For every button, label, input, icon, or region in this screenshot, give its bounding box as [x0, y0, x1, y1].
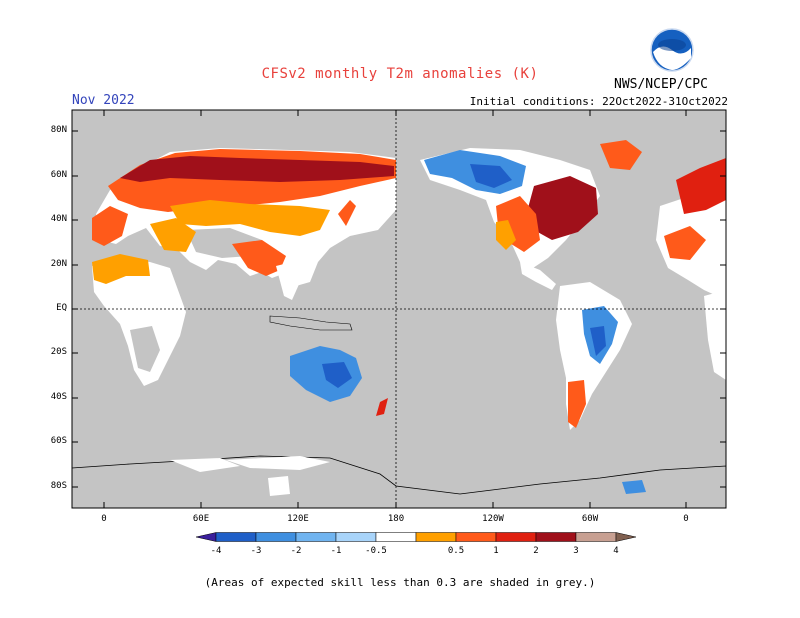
central-asia-warm — [170, 200, 330, 236]
colorbar-label: 2 — [533, 546, 539, 556]
usa-orange — [496, 220, 516, 250]
colorbar-label: 3 — [573, 546, 579, 556]
colorbar-label: -2 — [290, 546, 302, 556]
south-asia-warm — [232, 240, 286, 276]
africa-landmass — [92, 258, 186, 386]
colorbar-segment — [255, 532, 297, 542]
north-africa-warm — [92, 254, 150, 284]
colorbar-segment — [335, 532, 377, 542]
latitude-ticks — [72, 130, 726, 488]
lat-label: EQ — [56, 303, 67, 313]
patagonia-warm — [568, 380, 586, 428]
colorbar-segment — [495, 532, 537, 542]
canada-east-hot — [528, 176, 598, 240]
central-america — [520, 262, 556, 290]
mideast-repeat-warm — [664, 226, 706, 260]
lat-label: 80S — [50, 481, 67, 491]
japan — [338, 200, 356, 226]
alaska-cold-core — [470, 164, 512, 188]
colorbar-segment — [415, 532, 457, 542]
indochina — [276, 262, 300, 300]
colorbar-segment — [295, 532, 337, 542]
antarctica-white-patch-2 — [226, 456, 330, 470]
lon-label: 60W — [581, 514, 599, 524]
lat-label: 80N — [50, 125, 67, 135]
forecast-month: Nov 2022 — [72, 93, 135, 108]
south-america-cold-core — [590, 326, 606, 356]
colorbar-segment — [575, 532, 617, 542]
europe-warm — [92, 206, 128, 246]
colorbar-label: 4 — [613, 546, 619, 556]
colorbar-label: 0.5 — [447, 546, 465, 556]
colorbar-segment — [615, 532, 637, 542]
new-zealand — [376, 398, 388, 416]
colorbar-label: -4 — [210, 546, 222, 556]
indonesia — [269, 315, 353, 331]
greenland-warm — [600, 140, 642, 170]
colorbar-segment — [375, 532, 417, 542]
australia-cold-core — [322, 362, 352, 388]
antarctica-white-patch-3 — [268, 476, 290, 496]
colorbar-label: -1 — [330, 546, 342, 556]
lon-label: 120W — [482, 514, 504, 524]
initial-conditions: Initial conditions: 22Oct2022-31Oct2022 — [469, 95, 728, 108]
noaa-logo — [650, 28, 694, 72]
colorbar-label: -3 — [250, 546, 262, 556]
africa-east-repeat — [704, 290, 726, 380]
lon-label: 0 — [101, 514, 107, 524]
colorbar-label: 1 — [493, 546, 499, 556]
colorbar-segment — [215, 532, 257, 542]
lat-label: 20S — [50, 347, 67, 357]
europe-east-repeat-warm — [676, 158, 726, 214]
lon-label: 120E — [287, 514, 309, 524]
colorbar-segment — [195, 532, 217, 542]
agency-label: NWS/NCEP/CPC — [614, 77, 708, 92]
map-title: CFSv2 monthly T2m anomalies (K) — [261, 66, 539, 82]
colorbar-segment — [535, 532, 577, 542]
skill-footnote: (Areas of expected skill less than 0.3 a… — [204, 576, 596, 589]
colorbar-segment — [455, 532, 497, 542]
colorbar-label: -0.5 — [365, 546, 387, 556]
siberia-hot-core — [120, 156, 394, 182]
lat-label: 60N — [50, 170, 67, 180]
lat-label: 60S — [50, 436, 67, 446]
antarctica-cold-patch — [622, 480, 646, 494]
middle-east-orange — [150, 218, 196, 252]
antarctica-white-patch — [170, 458, 240, 472]
lat-label: 40S — [50, 392, 67, 402]
lon-label: 0 — [683, 514, 689, 524]
africa-grey — [130, 326, 160, 372]
lat-label: 40N — [50, 214, 67, 224]
longitude-ticks — [103, 110, 687, 508]
lat-label: 20N — [50, 259, 67, 269]
lon-label: 60E — [192, 514, 210, 524]
lon-label: 180 — [387, 514, 405, 524]
